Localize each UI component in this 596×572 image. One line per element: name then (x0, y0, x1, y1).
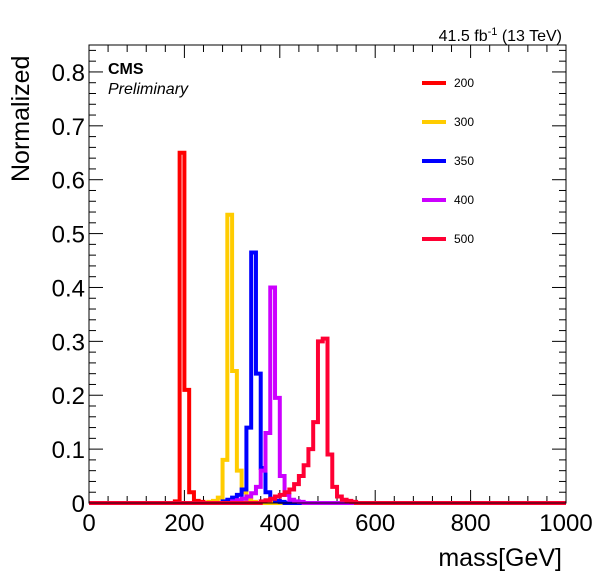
y-tick-label: 0.2 (52, 383, 85, 410)
preliminary-label: Preliminary (108, 81, 189, 98)
legend-label-500: 500 (454, 232, 474, 246)
legend-label-200: 200 (454, 76, 474, 90)
y-tick-label: 0.5 (52, 222, 85, 249)
x-tick-label: 1000 (539, 510, 592, 537)
plot-frame (88, 44, 567, 504)
cms-label: CMS (108, 61, 144, 78)
x-tick-label: 800 (451, 510, 491, 537)
y-axis-title: Normalized (7, 56, 35, 182)
series-line-400 (89, 285, 566, 505)
y-tick-label: 0.3 (52, 329, 85, 356)
x-tick-label: 600 (355, 510, 395, 537)
axis-ticks (88, 45, 567, 504)
luminosity-label: 41.5 fb-1 (13 TeV) (439, 26, 562, 45)
x-tick-labels: 0 200 400 600 800 1000 (82, 510, 592, 537)
x-tick-label: 200 (164, 510, 204, 537)
legend-label-300: 300 (454, 115, 474, 129)
series-line-500 (89, 336, 566, 505)
y-tick-label: 0.1 (52, 437, 85, 464)
legend-label-350: 350 (454, 154, 474, 168)
y-tick-label: 0.8 (52, 60, 85, 87)
x-tick-label: 0 (82, 510, 95, 537)
y-tick-label: 0.4 (52, 275, 85, 302)
x-axis-title: mass[GeV] (438, 544, 562, 572)
x-tick-label: 400 (260, 510, 300, 537)
y-tick-label: 0 (72, 491, 85, 518)
legend: 200 300 350 400 500 (422, 76, 474, 246)
y-tick-label: 0.6 (52, 168, 85, 195)
series-group (89, 150, 566, 505)
legend-label-400: 400 (454, 193, 474, 207)
y-tick-label: 0.7 (52, 114, 85, 141)
y-tick-labels: 0 0.1 0.2 0.3 0.4 0.5 0.6 0.7 0.8 (52, 60, 85, 518)
